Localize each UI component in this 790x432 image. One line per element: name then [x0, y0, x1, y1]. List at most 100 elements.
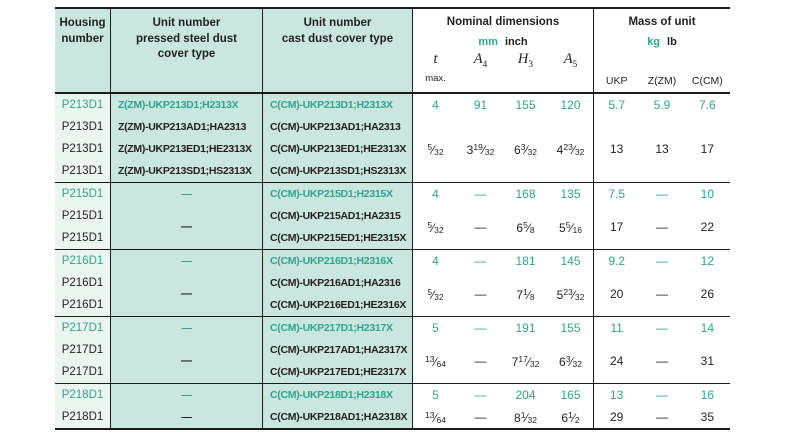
dim-inch-value: 6332 [548, 354, 593, 369]
unit-number-cast-cell: C(CM)-UKP216AD1;HA2316 [270, 277, 401, 289]
housing-number-cell: P218D1 [61, 389, 104, 401]
header-housing-number: Housing number [55, 9, 110, 92]
mass-kg-row: 9.2 — 12 [594, 250, 730, 272]
dim-inch-value: 532 [413, 287, 458, 302]
dimensions-column: 4 — 181 145 532 — 718 52332 [412, 250, 593, 316]
mass-kg-value: — [655, 388, 668, 402]
mass-kg-row: 11 — 14 [594, 317, 730, 339]
mass-lb-row: 24 — 31 [594, 339, 730, 383]
dim-mm-value: 91 [473, 98, 488, 112]
dim-mm-value: 120 [560, 98, 581, 112]
mass-lb-value: 31 [700, 354, 714, 368]
dimensions-column: 4 — 168 135 532 — 658 5516 [412, 183, 593, 249]
no-unit-dash: — [181, 411, 192, 423]
cast-cover-column: C(CM)-UKP213D1;H2313X C(CM)-UKP213AD1;HA… [262, 94, 412, 182]
dim-mm-value: 181 [515, 254, 536, 268]
mass-column: 5.7 5.9 7.6 13 13 17 [593, 94, 730, 182]
mass-title: Mass of unit [628, 16, 696, 28]
mass-kg-value: 13 [609, 388, 624, 402]
dim-mm-value: 168 [515, 187, 536, 201]
pressed-steel-column: — — [110, 317, 262, 383]
mass-lb-value: 35 [700, 410, 714, 424]
pressed-steel-column: — — [110, 250, 262, 316]
dimensions-column: 5 — 191 155 1364 — 71732 6332 [412, 317, 593, 383]
housing-number-cell: P216D1 [61, 299, 104, 311]
mass-kg-row: 5.7 5.9 7.6 [594, 94, 730, 116]
dim-inch-value: 42332 [548, 142, 593, 157]
no-unit-dash: — [181, 255, 192, 267]
header-nominal-dimensions: Nominal dimensions mm inch t max. A4 H3 [412, 9, 593, 92]
unit-inch-label: inch [504, 36, 528, 48]
mass-lb-value: 20 [609, 287, 624, 301]
unit-number-pressed-cell: Z(ZM)-UKP213ED1;HE2313X [118, 143, 252, 155]
dims-mm-row: 5 — 204 165 [413, 384, 593, 406]
dimensions-column: 4 91 155 120 532 31932 6332 42332 [412, 94, 593, 182]
dims-inch-row: 532 31932 6332 42332 [413, 116, 593, 182]
mass-lb-value: 17 [700, 142, 714, 156]
mass-lb-row: 17 — 22 [594, 205, 730, 249]
unit-lb-label: lb [667, 36, 677, 48]
unit-number-cast-cell: C(CM)-UKP213D1;H2313X [270, 99, 393, 111]
mass-kg-value: 14 [700, 321, 714, 335]
mass-kg-value: 9.2 [608, 254, 625, 268]
dimensions-column: 5 — 204 165 1364 — 8132 612 [412, 384, 593, 428]
housing-column: P213D1 P213D1 P213D1 P213D1 [55, 94, 110, 182]
dim-mm-value: 155 [515, 98, 536, 112]
dims-subheaders: t max. A4 H3 A5 [413, 51, 593, 92]
dim-mm-value: 145 [560, 254, 581, 268]
dim-symbol-h3: H3 [517, 51, 534, 70]
dim-inch-value: 31932 [458, 142, 503, 157]
unit-number-cast-cell: C(CM)-UKP215AD1;HA2315 [270, 210, 401, 222]
mass-col-ccm: C(CM) [691, 75, 723, 87]
block-p218: P218D1 P218D1 — — C(CM)-UKP218D1;H2318X … [55, 383, 730, 428]
mass-column: 7.5 — 10 17 — 22 [593, 183, 730, 249]
housing-number-cell: P217D1 [61, 322, 104, 334]
dim-mm-value: — [474, 187, 487, 201]
header-mass-of-unit: Mass of unit kg lb UKP Z(ZM) C(CM) [593, 9, 730, 92]
mass-column: 9.2 — 12 20 — 26 [593, 250, 730, 316]
dim-inch-value: 1364 [413, 354, 458, 369]
unit-number-cast-cell: C(CM)-UKP215ED1;HE2315X [270, 232, 407, 244]
pressed-steel-column: Z(ZM)-UKP213D1;H2313X Z(ZM)-UKP213AD1;HA… [110, 94, 262, 182]
block-p215: P215D1 P215D1 P215D1 — — C(CM)-UKP215D1;… [55, 182, 730, 249]
mass-kg-value: 11 [610, 321, 623, 335]
mass-subheaders: UKP Z(ZM) C(CM) [594, 48, 730, 92]
dim-mm-value: 5 [432, 388, 439, 402]
no-unit-dash: — [181, 188, 192, 200]
mass-kg-row: 7.5 — 10 [594, 183, 730, 205]
dim-inch-value: 71732 [503, 354, 548, 369]
dim-mm-value: 155 [560, 321, 581, 335]
dims-inch-row: 532 — 718 52332 [413, 272, 593, 316]
mass-lb-value: 26 [700, 287, 714, 301]
dims-mm-row: 5 — 191 155 [413, 317, 593, 339]
dims-unit-line: mm inch [413, 36, 593, 48]
housing-number-cell: P218D1 [61, 411, 104, 423]
unit-number-cast-cell: C(CM)-UKP216D1;H2316X [270, 255, 393, 267]
dims-mm-row: 4 — 181 145 [413, 250, 593, 272]
mass-kg-row: 13 — 16 [594, 384, 730, 406]
dim-mm-value: — [474, 254, 487, 268]
unit-number-cast-cell: C(CM)-UKP213ED1;HE2313X [270, 143, 407, 155]
block-p213: P213D1 P213D1 P213D1 P213D1 Z(ZM)-UKP213… [55, 94, 730, 182]
dim-inch-dash: — [474, 287, 487, 301]
dim-mm-value: 191 [515, 321, 536, 335]
dim-col-a5: A5 [548, 51, 593, 92]
header-unit-cast-cover: Unit number cast dust cover type [262, 9, 412, 92]
housing-number-cell: P215D1 [61, 188, 104, 200]
no-unit-dash: — [181, 221, 192, 233]
dim-col-a4: A4 [458, 51, 503, 92]
housing-number-cell: P217D1 [61, 344, 104, 356]
dim-inch-dash: — [474, 220, 487, 234]
mass-column: 13 — 16 29 — 35 [593, 384, 730, 428]
mass-lb-row: 13 13 17 [594, 116, 730, 182]
mass-lb-value: — [655, 354, 668, 368]
mass-lb-value: — [655, 220, 668, 234]
dim-inch-dash: — [474, 410, 487, 424]
housing-column: P217D1 P217D1 P217D1 [55, 317, 110, 383]
dim-inch-value: 612 [548, 410, 593, 425]
dim-inch-value: 532 [413, 220, 458, 235]
dim-mm-value: 4 [432, 254, 439, 268]
dim-mm-value: 135 [560, 187, 581, 201]
unit-number-cast-cell: C(CM)-UKP213SD1;HS2313X [270, 165, 407, 177]
